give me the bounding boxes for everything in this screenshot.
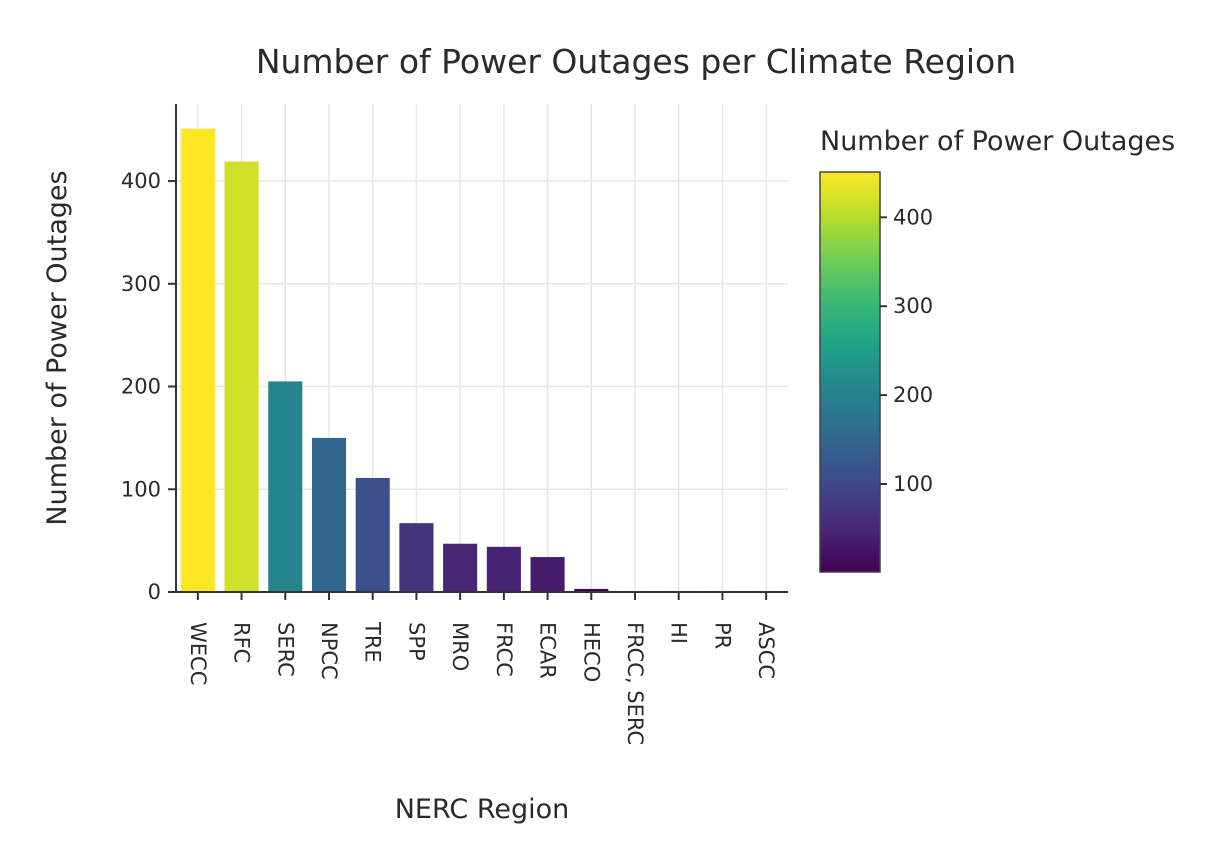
colorbar-tick-label: 300 [893,294,933,318]
bar-tre[interactable] [355,477,390,592]
y-tick-label: 0 [148,580,161,604]
x-tick-label: RFC [230,622,254,663]
chart-title: Number of Power Outages per Climate Regi… [256,42,1016,81]
bars [180,128,784,592]
bar-ecar[interactable] [530,557,565,592]
axes: 0 100 200 300 400 WECC RFC SERC NPCC TRE SPP MRO FRC… [121,104,788,745]
x-axis-title: NERC Region [395,794,570,825]
x-tick-label: FRCC, SERC [623,622,647,745]
bar-heco[interactable] [574,588,609,592]
x-tick-label: FRCC [492,622,516,677]
y-tick-label: 400 [121,169,161,193]
x-tick-label: HI [667,622,691,644]
colorbar: Number of Power Outages 100 200 300 400 [819,126,1175,573]
x-tick-label: WECC [186,622,210,685]
gridlines [176,104,788,592]
colorbar-tick-label: 200 [893,383,933,407]
x-tick-label: MRO [448,622,472,671]
y-axis-title: Number of Power Outages [42,170,73,525]
y-tick-label: 200 [121,375,161,399]
bar-wecc[interactable] [180,128,215,592]
x-tick-label: SPP [404,622,428,661]
bar-serc[interactable] [268,381,303,592]
bar-mro[interactable] [443,543,478,592]
x-tick-label: PR [710,622,734,649]
x-tick-label: SERC [273,622,297,677]
x-tick-label: ECAR [536,622,560,679]
bar-spp[interactable] [399,523,434,592]
bar-frcc[interactable] [486,546,521,592]
bar-npcc[interactable] [311,437,347,592]
x-tick-label: TRE [361,621,385,663]
colorbar-gradient [819,171,881,573]
colorbar-tick-label: 100 [893,472,933,496]
x-tick-label: ASCC [754,622,778,679]
colorbar-title: Number of Power Outages [820,126,1175,157]
x-tick-label: NPCC [317,622,341,680]
bar-rfc[interactable] [224,161,259,592]
y-tick-label: 300 [121,272,161,296]
x-tick-label: HECO [579,622,603,682]
colorbar-tick-label: 400 [893,205,933,229]
y-tick-label: 100 [121,477,161,501]
